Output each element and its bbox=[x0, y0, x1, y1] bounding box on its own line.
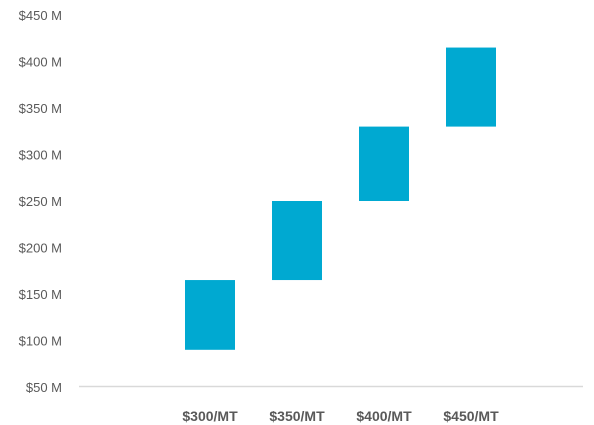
x-tick-label: $400/MT bbox=[356, 408, 412, 424]
y-tick-label: $100 M bbox=[19, 334, 62, 349]
x-tick-label: $350/MT bbox=[269, 408, 325, 424]
y-axis-tick-labels: $50 M $100 M $150 M $200 M $250 M $300 M $350 … bbox=[19, 8, 62, 395]
x-tick-label: $450/MT bbox=[443, 408, 499, 424]
x-axis-tick-labels: $300/MT $350/MT $400/MT $450/MT bbox=[182, 408, 499, 424]
bar bbox=[359, 126, 409, 201]
chart-bars bbox=[185, 47, 496, 350]
y-tick-label: $450 M bbox=[19, 8, 62, 23]
y-tick-label: $200 M bbox=[19, 241, 62, 256]
bar bbox=[272, 201, 322, 281]
y-tick-label: $250 M bbox=[19, 194, 62, 209]
y-tick-label: $50 M bbox=[26, 380, 62, 395]
bar bbox=[446, 47, 496, 127]
y-tick-label: $150 M bbox=[19, 287, 62, 302]
x-tick-label: $300/MT bbox=[182, 408, 238, 424]
y-tick-label: $350 M bbox=[19, 101, 62, 116]
y-tick-label: $300 M bbox=[19, 148, 62, 163]
y-tick-label: $400 M bbox=[19, 55, 62, 70]
bar bbox=[185, 280, 235, 350]
